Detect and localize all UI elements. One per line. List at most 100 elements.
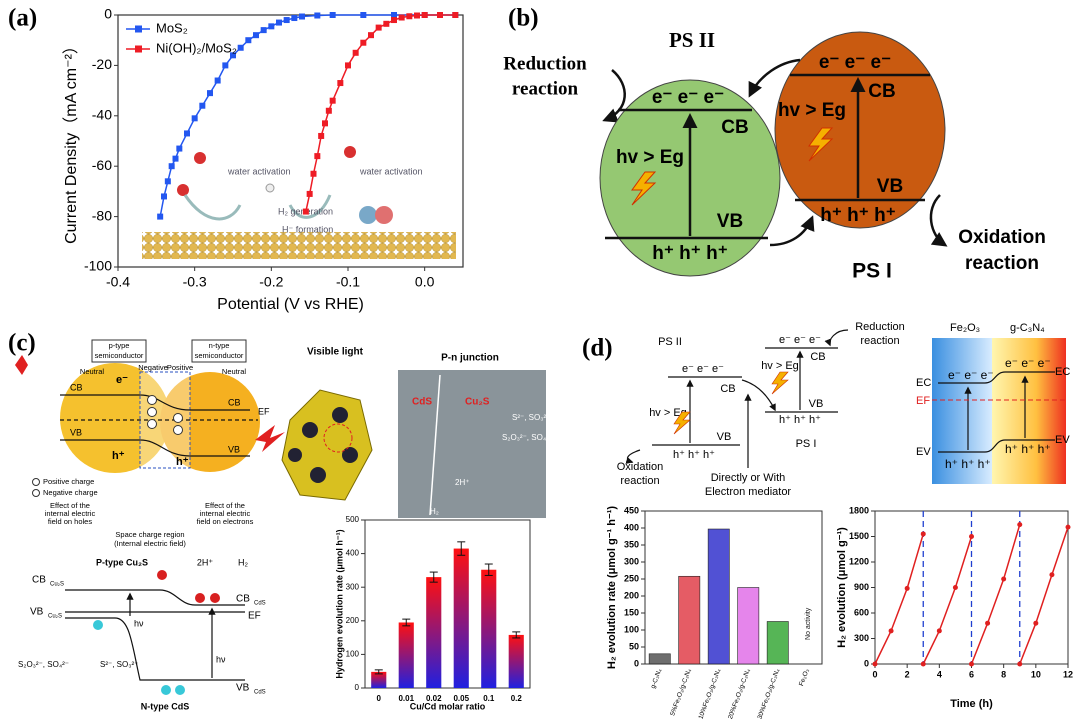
label: Electron mediator bbox=[705, 486, 792, 498]
point bbox=[1017, 522, 1023, 528]
point bbox=[222, 62, 229, 69]
label: e⁻ e⁻ e⁻ bbox=[819, 52, 891, 73]
point bbox=[325, 107, 332, 114]
point bbox=[406, 13, 413, 20]
y-tick-label: 1800 bbox=[849, 505, 869, 515]
label: VB bbox=[236, 683, 250, 694]
label: CB bbox=[236, 594, 250, 605]
dot bbox=[342, 447, 358, 463]
label: CB bbox=[810, 351, 825, 363]
point bbox=[299, 13, 305, 20]
hole-icon bbox=[161, 685, 171, 695]
y-tick-label: 0 bbox=[104, 6, 112, 22]
interface bbox=[429, 374, 441, 516]
point bbox=[207, 90, 213, 97]
band bbox=[60, 394, 250, 411]
diagram-d: PS II e⁻ e⁻ e⁻ CB hv > Eg VB h⁺ h⁺ h⁺ e⁻… bbox=[617, 321, 1071, 498]
point bbox=[191, 115, 198, 122]
arrow bbox=[929, 194, 948, 247]
label: P-type Cu₂S bbox=[96, 557, 148, 567]
point bbox=[391, 12, 397, 18]
point bbox=[421, 12, 428, 18]
label: Directly or With bbox=[711, 472, 786, 484]
y-tick-label: 50 bbox=[629, 641, 639, 651]
x-tick-label: 0 bbox=[872, 669, 877, 679]
band bbox=[65, 589, 245, 606]
label: e⁻ e⁻ e⁻ bbox=[779, 334, 821, 346]
point bbox=[318, 132, 325, 139]
electron-icon bbox=[157, 570, 167, 580]
label: CB bbox=[720, 383, 735, 395]
y-axis-label: Hydrogen evolution rate (μmol h⁻¹) bbox=[334, 529, 344, 678]
arrow bbox=[769, 215, 815, 247]
label: PS II bbox=[669, 28, 715, 52]
tem-image bbox=[398, 370, 546, 518]
plot-frame bbox=[117, 14, 464, 268]
x-tick-label: 2 bbox=[905, 669, 910, 679]
charge-icon bbox=[173, 413, 183, 423]
label: (Internal electric field) bbox=[114, 539, 186, 548]
band bbox=[938, 439, 1055, 453]
series-line bbox=[970, 524, 1021, 665]
point bbox=[1001, 576, 1007, 582]
point bbox=[437, 12, 443, 18]
y-tick-label: 200 bbox=[624, 590, 639, 600]
label: PS I bbox=[852, 260, 892, 283]
legend-label: MoS₂ bbox=[156, 20, 188, 35]
label: VB bbox=[30, 607, 44, 618]
particle bbox=[281, 389, 373, 501]
dot bbox=[302, 422, 318, 438]
point bbox=[1033, 620, 1039, 626]
point bbox=[164, 178, 171, 185]
y-tick-label: 1500 bbox=[849, 531, 869, 541]
x-tick-label: 0.02 bbox=[426, 694, 442, 703]
label: h⁺ bbox=[112, 450, 125, 462]
arrow bbox=[824, 329, 849, 347]
point bbox=[952, 585, 958, 590]
label: h⁺ h⁺ h⁺ bbox=[779, 414, 821, 426]
point bbox=[157, 213, 164, 220]
label: VB bbox=[70, 427, 82, 437]
x-tick-label: -0.1 bbox=[336, 274, 360, 290]
label: EF bbox=[916, 395, 930, 407]
label: Negative charge bbox=[43, 488, 98, 497]
cluster bbox=[359, 206, 377, 224]
y-tick-label: 500 bbox=[346, 515, 360, 524]
label: P-n junction bbox=[441, 353, 499, 364]
label: CdS bbox=[412, 397, 432, 408]
label: reaction bbox=[620, 475, 659, 487]
label: e⁻ e⁻ e⁻ bbox=[948, 368, 994, 382]
x-axis-label: Cu/Cd molar ratio bbox=[410, 701, 486, 711]
x-tick-label: 5%Fe₂O₃/g-C₃N₄ bbox=[669, 668, 693, 717]
label: CB bbox=[868, 81, 895, 102]
charge-icon bbox=[173, 425, 183, 435]
x-tick-label: 0.0 bbox=[415, 274, 435, 290]
label: hν bbox=[216, 654, 226, 664]
molecule bbox=[344, 146, 356, 158]
light-icon bbox=[808, 127, 834, 162]
band bbox=[938, 371, 1055, 384]
bar bbox=[481, 569, 497, 688]
label: EF bbox=[248, 611, 261, 622]
bar bbox=[707, 528, 730, 665]
point bbox=[172, 155, 179, 162]
series-line bbox=[305, 14, 456, 212]
x-tick-label: -0.3 bbox=[183, 274, 207, 290]
point bbox=[230, 52, 236, 59]
label: EV bbox=[916, 446, 931, 458]
series-line bbox=[159, 14, 456, 217]
plot-frame bbox=[364, 519, 531, 689]
box bbox=[91, 339, 147, 363]
x-tick-label: 30%Fe₂O₃/g-C₃N₄ bbox=[757, 668, 782, 719]
light-icon bbox=[15, 355, 28, 375]
y-tick-label: 0 bbox=[864, 658, 869, 668]
point bbox=[888, 628, 894, 634]
hole-icon bbox=[93, 620, 103, 630]
label: Cu₂S bbox=[465, 397, 490, 408]
label: Visible light bbox=[307, 347, 364, 358]
panel-label: (d) bbox=[582, 335, 613, 362]
label: VB bbox=[877, 176, 903, 197]
electron-icon bbox=[210, 593, 220, 603]
